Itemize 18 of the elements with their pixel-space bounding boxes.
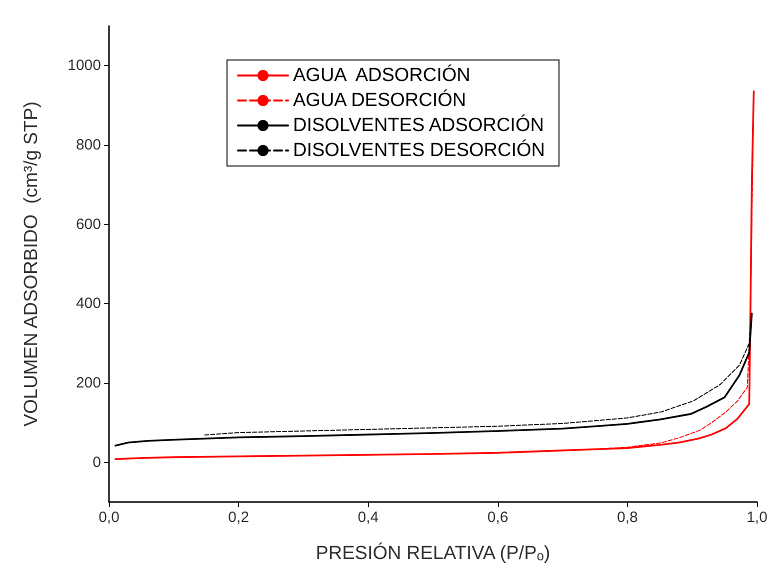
x-tick-label: 1,0 (746, 509, 768, 526)
x-tick-label: 0,0 (98, 509, 120, 526)
y-tick-label: 600 (76, 216, 101, 233)
legend-label: AGUA DESORCIÓN (293, 89, 466, 111)
x-tick-label: 0,8 (616, 509, 638, 526)
y-tick-label: 800 (76, 136, 101, 154)
legend-label: DISOLVENTES ADSORCIÓN (293, 114, 544, 136)
x-axis-title: PRESIÓN RELATIVA (P/Pₒ) (316, 542, 550, 564)
legend-label: AGUA ADSORCIÓN (293, 64, 470, 86)
y-axis-title: VOLUMEN ADSORBIDO (cm³/g STP) (21, 101, 42, 427)
y-tick-label: 400 (76, 295, 101, 312)
y-tick-label: 200 (76, 374, 101, 392)
x-tick-label: 0,2 (228, 509, 250, 526)
x-tick-label: 0,4 (358, 509, 379, 526)
y-tick-label: 0 (92, 454, 101, 471)
x-tick-label: 0,6 (487, 509, 508, 526)
y-tick-label: 1000 (68, 57, 101, 74)
legend-label: DISOLVENTES DESORCIÓN (293, 139, 545, 161)
